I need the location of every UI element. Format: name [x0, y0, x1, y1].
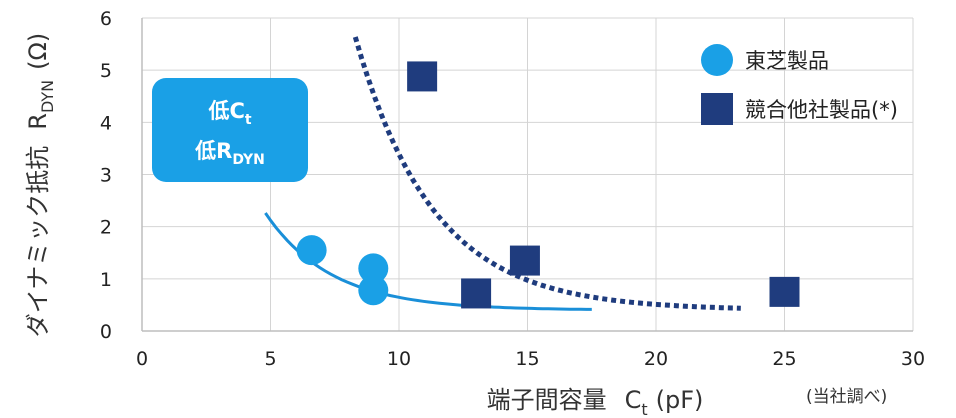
legend: 東芝製品 競合他社製品(*) — [701, 44, 898, 125]
toshiba-point — [358, 275, 389, 306]
source-note: (当社調べ) — [806, 387, 887, 407]
callout: 低Ct 低RDYN — [152, 78, 308, 182]
x-tick-label: 30 — [901, 348, 925, 370]
toshiba-trend-line — [264, 212, 592, 311]
legend-square-marker — [701, 93, 733, 125]
callout-line-2: 低RDYN — [194, 139, 265, 168]
competitor-point — [407, 61, 438, 92]
x-axis-title: 端子間容量 Ct (pF) — [487, 386, 704, 418]
x-tick-labels: 0 5 10 15 20 25 30 — [136, 348, 925, 370]
y-tick-label: 6 — [100, 8, 112, 30]
y-tick-labels: 0 1 2 3 4 5 6 — [100, 8, 112, 343]
toshiba-point — [358, 253, 389, 284]
callout-line-1: 低Ct — [207, 99, 251, 128]
toshiba-point — [296, 235, 327, 266]
y-tick-label: 1 — [100, 269, 112, 291]
y-tick-label: 0 — [100, 321, 112, 343]
x-tick-label: 20 — [644, 348, 668, 370]
competitor-point — [461, 278, 492, 309]
x-tick-label: 10 — [387, 348, 411, 370]
x-tick-label: 25 — [772, 348, 796, 370]
x-tick-label: 0 — [136, 348, 148, 370]
legend-label-competitor: 競合他社製品(*) — [745, 98, 898, 122]
trend-lines — [264, 36, 741, 311]
y-tick-label: 5 — [100, 60, 112, 82]
y-axis-title: ダイナミック抵抗RDYN(Ω) — [24, 33, 57, 337]
legend-label-toshiba: 東芝製品 — [745, 49, 829, 73]
y-tick-label: 2 — [100, 217, 112, 239]
x-tick-label: 5 — [264, 348, 276, 370]
y-tick-label: 4 — [100, 112, 112, 134]
legend-circle-marker — [701, 44, 733, 76]
competitor-point — [509, 245, 540, 276]
competitor-trend-line — [352, 36, 741, 311]
x-tick-label: 15 — [515, 348, 539, 370]
y-tick-label: 3 — [100, 165, 112, 187]
axes — [141, 18, 913, 332]
callout-box — [152, 78, 308, 182]
data-points — [296, 61, 800, 309]
competitor-point — [769, 276, 800, 307]
